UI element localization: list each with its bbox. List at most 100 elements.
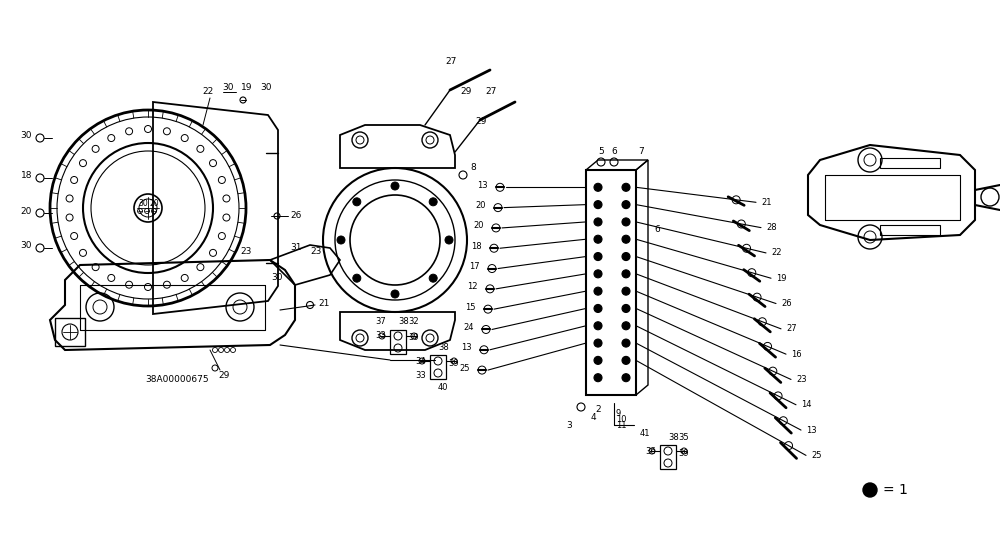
- Text: 13: 13: [461, 343, 472, 352]
- Text: 39: 39: [448, 359, 459, 368]
- Text: 39: 39: [408, 334, 419, 342]
- Text: 15: 15: [466, 302, 476, 312]
- Circle shape: [391, 182, 399, 190]
- Bar: [390, 330, 406, 354]
- Text: 30: 30: [20, 132, 32, 140]
- Text: 20: 20: [476, 201, 486, 210]
- Text: 40: 40: [438, 382, 448, 392]
- Text: 27: 27: [786, 325, 797, 333]
- Text: 16: 16: [791, 350, 802, 359]
- Text: 39: 39: [678, 449, 689, 457]
- Circle shape: [622, 356, 630, 365]
- Circle shape: [594, 374, 602, 382]
- Bar: [880, 225, 940, 235]
- Text: 24: 24: [464, 323, 474, 332]
- Circle shape: [594, 270, 602, 278]
- Text: 22: 22: [202, 87, 213, 97]
- Text: 14: 14: [801, 400, 812, 409]
- Circle shape: [622, 201, 630, 208]
- Text: 6: 6: [654, 226, 660, 234]
- Circle shape: [594, 218, 602, 226]
- Circle shape: [622, 183, 630, 191]
- Text: 5: 5: [598, 147, 604, 157]
- Circle shape: [594, 322, 602, 330]
- Text: 37: 37: [375, 318, 386, 327]
- Text: 27: 27: [445, 57, 456, 66]
- Text: 13: 13: [806, 426, 817, 435]
- Text: 38: 38: [398, 318, 409, 327]
- Text: 11: 11: [616, 421, 626, 429]
- Text: 21: 21: [318, 300, 329, 308]
- Text: 2: 2: [595, 406, 601, 415]
- Text: 30: 30: [222, 84, 234, 92]
- Bar: [660, 445, 676, 469]
- Text: 26: 26: [290, 211, 301, 219]
- Circle shape: [622, 287, 630, 295]
- Text: 29: 29: [475, 118, 486, 126]
- Circle shape: [594, 356, 602, 365]
- Text: 36: 36: [645, 447, 656, 456]
- Circle shape: [594, 183, 602, 191]
- Text: 34: 34: [415, 356, 426, 366]
- Text: 32: 32: [408, 318, 419, 327]
- Text: 19: 19: [776, 274, 786, 283]
- Bar: [586, 170, 636, 395]
- Text: 13: 13: [477, 181, 488, 190]
- Text: 17: 17: [469, 262, 480, 271]
- Circle shape: [391, 290, 399, 298]
- Text: 23: 23: [240, 247, 251, 256]
- Text: 33: 33: [375, 332, 386, 341]
- Text: = 1: = 1: [883, 483, 908, 497]
- Text: 29: 29: [218, 370, 229, 380]
- Text: 30: 30: [260, 84, 272, 92]
- Circle shape: [622, 374, 630, 382]
- Circle shape: [863, 483, 877, 497]
- Text: 35: 35: [678, 433, 689, 442]
- Text: 6: 6: [611, 147, 617, 157]
- Circle shape: [337, 236, 345, 244]
- Text: 23: 23: [310, 247, 321, 256]
- Text: 27: 27: [485, 87, 496, 97]
- Circle shape: [353, 198, 361, 206]
- Text: 25: 25: [460, 363, 470, 373]
- Text: 23: 23: [796, 375, 807, 384]
- Circle shape: [594, 305, 602, 313]
- Text: 18: 18: [20, 172, 32, 180]
- Text: 8: 8: [470, 164, 476, 172]
- Text: 7: 7: [638, 147, 644, 157]
- Text: 28: 28: [766, 223, 777, 232]
- Text: 31: 31: [290, 244, 302, 253]
- Circle shape: [622, 270, 630, 278]
- Text: 4: 4: [591, 413, 597, 422]
- Bar: [430, 355, 446, 379]
- Circle shape: [594, 287, 602, 295]
- Text: 38: 38: [668, 433, 679, 442]
- Text: 21: 21: [761, 198, 772, 207]
- Text: 12: 12: [468, 282, 478, 292]
- Bar: [55, 318, 85, 346]
- Circle shape: [622, 339, 630, 347]
- Text: 29: 29: [460, 87, 471, 97]
- Circle shape: [622, 235, 630, 243]
- Circle shape: [622, 322, 630, 330]
- Text: 20: 20: [474, 221, 484, 231]
- Text: 30: 30: [271, 273, 283, 282]
- Circle shape: [594, 253, 602, 260]
- Circle shape: [622, 218, 630, 226]
- Circle shape: [594, 235, 602, 243]
- Text: 22: 22: [771, 248, 782, 258]
- Circle shape: [353, 274, 361, 282]
- Text: 25: 25: [811, 451, 822, 460]
- Text: 30: 30: [138, 199, 148, 208]
- Text: 30: 30: [20, 241, 32, 251]
- Text: 20: 20: [150, 199, 160, 208]
- Circle shape: [445, 236, 453, 244]
- Text: 20: 20: [21, 206, 32, 215]
- Text: 9: 9: [616, 408, 621, 417]
- Text: 33: 33: [415, 370, 426, 380]
- Circle shape: [622, 253, 630, 260]
- Text: 26: 26: [781, 299, 792, 308]
- Text: 10: 10: [616, 415, 626, 423]
- Text: 3: 3: [566, 421, 572, 429]
- Text: 18: 18: [471, 242, 482, 251]
